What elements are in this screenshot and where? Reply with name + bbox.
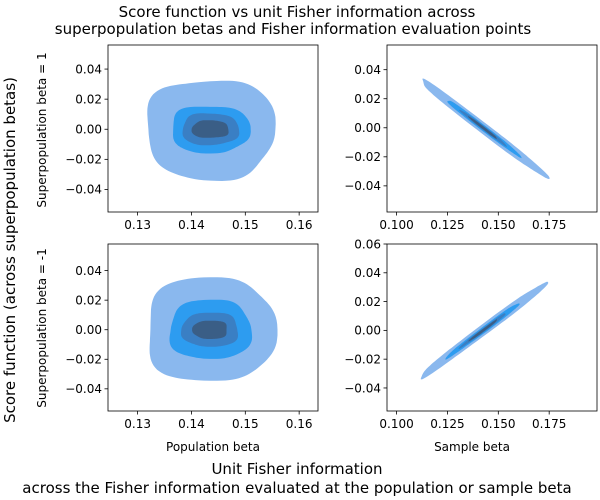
y-tick-label-r2c1-1: 0.02: [75, 293, 102, 307]
density-level-4-r2c2: [468, 319, 497, 342]
col-label-2: Sample beta: [434, 440, 510, 454]
y-tick-label-r2c2-1: 0.04: [354, 266, 381, 280]
density-level-4-r1c2: [468, 116, 497, 139]
x-tick-label-r1c2-3: 0.175: [532, 218, 566, 232]
density-level-4-r2c1: [192, 320, 227, 339]
x-tick-label-r2c2-0: 0.100: [379, 417, 413, 431]
panel-row2-col2: 0.100 0.125 0.150 0.175 0.06 0.04 0.02 0.00 −0.0…: [344, 237, 598, 431]
y-tick-label-r1c2-1: 0.02: [354, 92, 381, 106]
y-tick-label-r1c2-0: 0.04: [354, 63, 381, 77]
y-tick-label-r2c1-2: 0.00: [75, 323, 102, 337]
y-tick-label-r1c2-2: 0.00: [354, 121, 381, 135]
x-tick-label-r2c1-2: 0.15: [232, 417, 259, 431]
col-label-1: Population beta: [166, 440, 260, 454]
y-tick-label-r1c1-3: −0.02: [65, 153, 102, 167]
y-tick-label-r1c1-0: 0.04: [75, 62, 102, 76]
y-tick-label-r2c1-4: −0.04: [65, 382, 102, 396]
y-tick-label-r2c2-0: 0.06: [354, 237, 381, 251]
x-tick-label-r2c2-2: 0.150: [481, 417, 515, 431]
axes-frame-r2c1: [107, 243, 319, 412]
axes-frame-r1c2: [386, 44, 598, 213]
density-level-4-r1c1: [191, 120, 229, 138]
panel-row1-col1: 0.13 0.14 0.15 0.16 0.04 0.02 0.00 −0.02 −0.04: [65, 44, 319, 232]
x-tick-label-r1c1-1: 0.14: [178, 218, 205, 232]
panel-row2-col1: 0.13 0.14 0.15 0.16 0.04 0.02 0.00 −0.02 −0.04: [65, 243, 319, 431]
y-tick-label-r2c1-3: −0.02: [65, 353, 102, 367]
axes-frame-r2c2: [386, 243, 598, 412]
x-tick-label-r2c1-0: 0.13: [124, 417, 151, 431]
y-tick-label-r2c2-4: −0.02: [344, 352, 381, 366]
supylabel: Score function (across superpopulation b…: [1, 77, 19, 423]
y-tick-label-r1c1-2: 0.00: [75, 123, 102, 137]
supxlabel-line2: across the Fisher information evaluated …: [22, 479, 571, 497]
x-tick-label-r2c2-3: 0.175: [532, 417, 566, 431]
row-label-1: Superpopulation beta = 1: [35, 52, 49, 207]
x-tick-label-r2c2-1: 0.125: [430, 417, 464, 431]
x-tick-label-r2c1-1: 0.14: [178, 417, 205, 431]
x-tick-label-r1c1-2: 0.15: [232, 218, 259, 232]
y-tick-label-r2c2-2: 0.02: [354, 295, 381, 309]
y-tick-label-r1c1-4: −0.04: [65, 183, 102, 197]
x-tick-label-r1c1-0: 0.13: [124, 218, 151, 232]
x-tick-label-r1c2-2: 0.150: [481, 218, 515, 232]
y-tick-label-r2c2-5: −0.04: [344, 381, 381, 395]
x-tick-label-r1c2-1: 0.125: [430, 218, 464, 232]
y-tick-label-r1c2-3: −0.02: [344, 150, 381, 164]
axes-frame-r1c1: [107, 44, 319, 213]
row-label-2: Superpopulation beta = -1: [35, 248, 49, 408]
y-tick-label-r2c1-0: 0.04: [75, 264, 102, 278]
y-tick-label-r1c1-1: 0.02: [75, 92, 102, 106]
x-tick-label-r1c1-3: 0.16: [286, 218, 313, 232]
figure-title-line2: superpopulation betas and Fisher informa…: [55, 20, 532, 38]
y-tick-label-r1c2-4: −0.04: [344, 179, 381, 193]
panel-row1-col2: 0.100 0.125 0.150 0.175 0.04 0.02 0.00 −0.02 −0.…: [344, 44, 598, 232]
supxlabel-line1: Unit Fisher information: [211, 460, 382, 478]
x-tick-label-r2c1-3: 0.16: [286, 417, 313, 431]
figure-title-line1: Score function vs unit Fisher informatio…: [119, 3, 476, 21]
x-tick-label-r1c2-0: 0.100: [379, 218, 413, 232]
y-tick-label-r2c2-3: 0.00: [354, 324, 381, 338]
